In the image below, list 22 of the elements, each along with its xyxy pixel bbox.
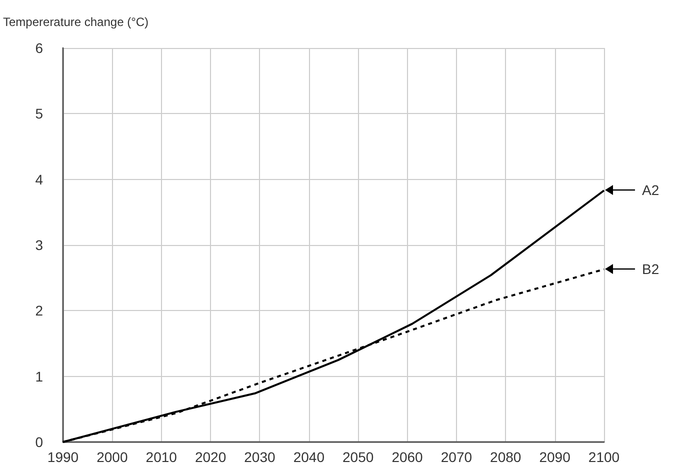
annotation: B2 [642,261,660,278]
x-tick-label: 2040 [293,449,325,465]
x-tick-label: 2060 [392,449,424,465]
y-tick-label: 4 [35,171,44,188]
x-tick-label: 2080 [490,449,522,465]
y-tick-label: 1 [35,368,44,384]
x-tick-label: 1990 [47,449,79,465]
x-tick-label: 2090 [539,449,571,465]
y-tick-label: 0 [35,434,44,450]
x-tick-label: 2030 [244,449,276,465]
x-tick-label: 2050 [342,449,374,465]
annotation: A2 [642,182,660,198]
x-tick-label: 2000 [96,449,128,465]
y-tick-label: 6 [35,40,44,56]
y-tick-label: 5 [35,106,44,122]
y-tick-label: 2 [35,302,44,319]
x-tick-label: 2070 [440,449,472,465]
y-axis-title: Tempererature change (°C) [3,15,149,29]
x-tick-label: 2020 [194,449,226,465]
y-tick-label: 3 [35,237,44,253]
x-tick-label: 2010 [146,449,178,465]
x-tick-label: 2100 [588,449,620,465]
